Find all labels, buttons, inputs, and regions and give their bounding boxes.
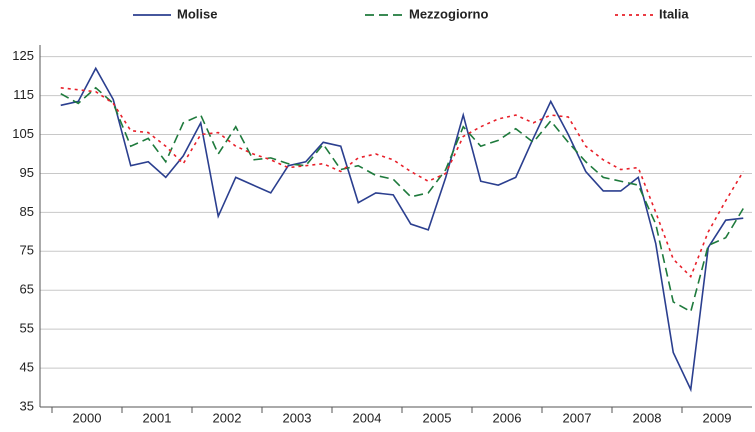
series-line: [60, 66, 744, 393]
y-tick-label: 65: [20, 282, 34, 297]
y-tick-label: 75: [20, 243, 34, 258]
series-line: [60, 87, 744, 279]
y-tick-label: 95: [20, 165, 34, 180]
y-tick-label: 115: [13, 87, 34, 102]
y-tick-label: 55: [20, 321, 34, 336]
x-tick-label: 2006: [493, 410, 522, 425]
y-tick-label: 105: [12, 126, 34, 141]
x-tick-label: 2009: [703, 410, 732, 425]
x-tick-label: 2008: [633, 410, 662, 425]
y-tick-label: 45: [20, 360, 34, 375]
x-tick-label: 2003: [283, 410, 312, 425]
x-tick-label: 2007: [563, 410, 592, 425]
legend-label: Italia: [659, 6, 689, 21]
x-tick-label: 2004: [353, 410, 382, 425]
y-tick-label: 85: [20, 204, 34, 219]
y-tick-label: 125: [12, 48, 34, 63]
x-tick-label: 2002: [213, 410, 242, 425]
legend-label: Molise: [177, 6, 217, 21]
x-tick-label: 2005: [423, 410, 452, 425]
x-tick-label: 2000: [73, 410, 102, 425]
series-line: [60, 86, 744, 313]
y-tick-label: 35: [20, 398, 34, 413]
legend-label: Mezzogiorno: [409, 6, 488, 21]
x-tick-label: 2001: [143, 410, 172, 425]
